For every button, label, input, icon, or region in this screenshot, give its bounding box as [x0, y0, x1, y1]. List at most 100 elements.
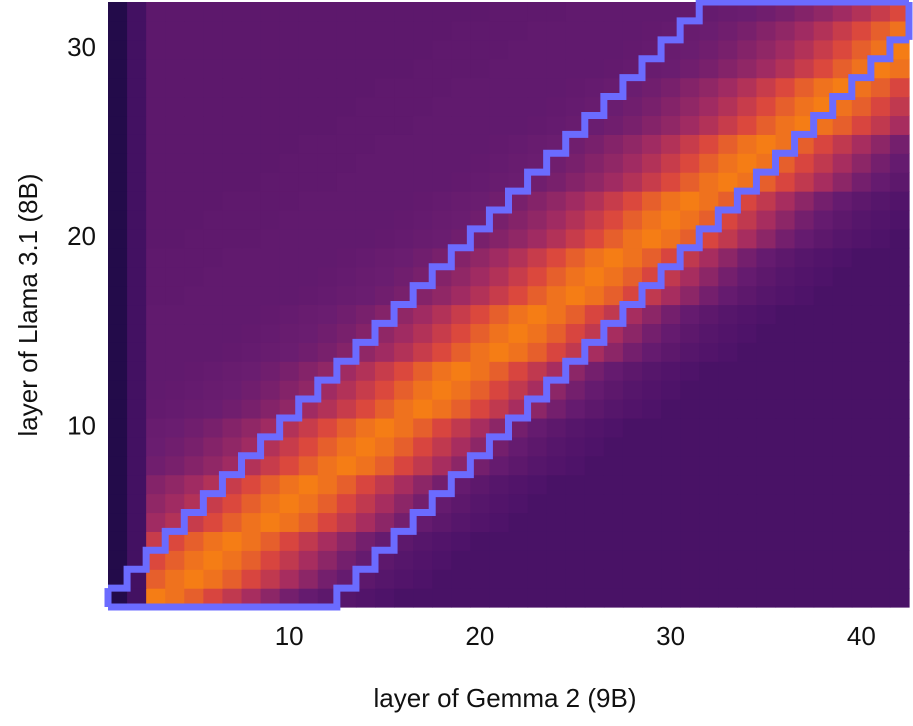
heatmap-cell [584, 588, 605, 608]
heatmap-cell [565, 77, 586, 98]
heatmap-cell [451, 342, 471, 362]
heatmap-cell [870, 512, 891, 532]
heatmap-cell [489, 96, 510, 117]
heatmap-cell [565, 436, 586, 457]
heatmap-cell [546, 96, 567, 117]
heatmap-cell [699, 285, 719, 306]
heatmap-cell [832, 2, 853, 22]
heatmap-cell [165, 399, 185, 419]
heatmap-cell [336, 512, 357, 532]
heatmap-cell [317, 455, 338, 476]
heatmap-cell [737, 228, 758, 249]
heatmap-cell [508, 512, 529, 532]
heatmap-cell [622, 39, 643, 60]
heatmap-cell [737, 209, 758, 230]
heatmap-cell [508, 134, 529, 154]
heatmap-cell [718, 436, 738, 457]
heatmap-cell [451, 247, 471, 268]
heatmap-cell [699, 191, 719, 211]
heatmap-cell [184, 266, 204, 287]
heatmap-cell [527, 247, 548, 268]
heatmap-cell [603, 39, 624, 60]
heatmap-cell [832, 550, 853, 570]
heatmap-cell [165, 153, 185, 173]
heatmap-cell [889, 266, 910, 287]
heatmap-cell [432, 323, 452, 343]
heatmap-cell [851, 361, 872, 381]
heatmap-cell [127, 588, 147, 608]
heatmap-cell [832, 399, 853, 419]
heatmap-cell [889, 588, 910, 608]
heatmap-cell [680, 2, 700, 22]
heatmap-cell [622, 172, 643, 192]
heatmap-cell [394, 266, 414, 287]
heatmap-cell [336, 588, 357, 608]
heatmap-cell [584, 531, 605, 551]
heatmap-cell [127, 153, 147, 173]
heatmap-cell [127, 266, 147, 287]
heatmap-cell [775, 134, 796, 154]
heatmap-cell [165, 550, 185, 570]
heatmap-cell [394, 436, 414, 457]
heatmap-cell [794, 58, 815, 79]
heatmap-cell [165, 20, 185, 41]
heatmap-cell [832, 531, 853, 551]
heatmap-cell [127, 399, 147, 419]
heatmap-cell [394, 228, 414, 249]
heatmap-cell [737, 323, 758, 343]
heatmap-cell [622, 153, 643, 173]
heatmap-cell [241, 96, 262, 117]
heatmap-cell [241, 134, 262, 154]
heatmap-cell [737, 588, 758, 608]
heatmap-cell [165, 323, 185, 343]
heatmap-cell [832, 569, 853, 589]
heatmap-cell [127, 209, 147, 230]
heatmap-cell [565, 191, 586, 211]
heatmap-cell [889, 2, 910, 22]
heatmap-cell [184, 191, 204, 211]
heatmap-cell [699, 531, 719, 551]
heatmap-cell [260, 304, 281, 325]
heatmap-cell [661, 550, 681, 570]
heatmap-cell [317, 550, 338, 570]
heatmap-cell [413, 493, 433, 514]
heatmap-cell [298, 285, 319, 306]
heatmap-cell [413, 172, 433, 192]
heatmap-cell [394, 247, 414, 268]
heatmap-cell [756, 228, 777, 249]
heatmap-cell [317, 20, 338, 41]
heatmap-cell [184, 569, 204, 589]
heatmap-cell [832, 209, 853, 230]
heatmap-cell [241, 417, 262, 438]
heatmap-cell [794, 569, 815, 589]
heatmap-cell [241, 115, 262, 135]
heatmap-cell [775, 209, 796, 230]
heatmap-cell [832, 361, 853, 381]
heatmap-cell [813, 569, 834, 589]
heatmap-cell [642, 77, 662, 98]
heatmap-cell [661, 2, 681, 22]
heatmap-cell [355, 493, 376, 514]
heatmap-cell [451, 285, 471, 306]
heatmap-cell [279, 285, 300, 306]
heatmap-cell [184, 588, 204, 608]
heatmap-cell [546, 2, 567, 22]
heatmap-cell [870, 455, 891, 476]
heatmap-cell [737, 172, 758, 192]
heatmap-cell [718, 96, 738, 117]
heatmap-cell [451, 569, 471, 589]
heatmap-cell [775, 2, 796, 22]
heatmap-cell [222, 512, 243, 532]
heatmap-cell [813, 512, 834, 532]
heatmap-cell [699, 550, 719, 570]
heatmap-cell [375, 474, 395, 495]
heatmap-cell [680, 153, 700, 173]
heatmap-cell [832, 342, 853, 362]
heatmap-cell [622, 77, 643, 98]
heatmap-cell [603, 474, 624, 495]
heatmap-cell [889, 361, 910, 381]
heatmap-cell [489, 266, 510, 287]
heatmap-cell [298, 228, 319, 249]
heatmap-cell [680, 399, 700, 419]
heatmap-cell [279, 399, 300, 419]
